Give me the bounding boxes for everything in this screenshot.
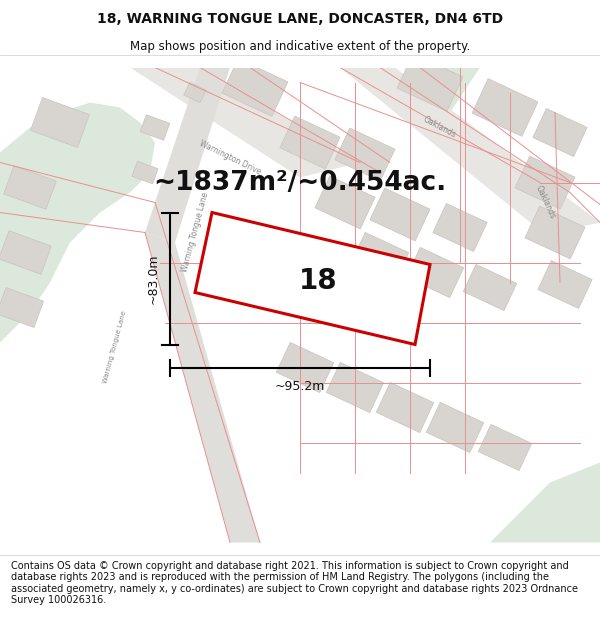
Text: ~1837m²/~0.454ac.: ~1837m²/~0.454ac. — [154, 169, 446, 196]
Text: Warning Tongue Lane: Warning Tongue Lane — [103, 311, 128, 384]
Polygon shape — [463, 264, 517, 311]
Polygon shape — [276, 342, 334, 392]
Text: Warning Tongue Lane: Warning Tongue Lane — [180, 192, 210, 273]
Polygon shape — [140, 115, 170, 140]
Polygon shape — [395, 68, 480, 112]
Polygon shape — [280, 116, 340, 169]
Polygon shape — [326, 362, 384, 413]
Polygon shape — [490, 462, 600, 542]
Polygon shape — [376, 382, 434, 432]
Polygon shape — [195, 213, 430, 344]
Polygon shape — [315, 176, 375, 229]
Polygon shape — [406, 248, 464, 298]
Polygon shape — [397, 54, 463, 111]
Text: Warnington Drive: Warnington Drive — [198, 139, 262, 176]
Polygon shape — [4, 166, 56, 209]
Polygon shape — [184, 82, 206, 102]
Polygon shape — [478, 424, 532, 471]
Polygon shape — [515, 156, 575, 209]
Polygon shape — [132, 161, 158, 184]
Polygon shape — [335, 128, 395, 181]
Text: 18: 18 — [299, 266, 337, 294]
Polygon shape — [370, 188, 430, 241]
Polygon shape — [0, 288, 44, 328]
Polygon shape — [0, 102, 155, 342]
Polygon shape — [533, 109, 587, 156]
Polygon shape — [340, 68, 600, 234]
Text: Map shows position and indicative extent of the property.: Map shows position and indicative extent… — [130, 39, 470, 52]
Polygon shape — [525, 206, 585, 259]
Text: Oaklands: Oaklands — [533, 184, 557, 221]
Polygon shape — [145, 232, 260, 542]
Text: Contains OS data © Crown copyright and database right 2021. This information is : Contains OS data © Crown copyright and d… — [11, 561, 578, 606]
Text: 18, WARNING TONGUE LANE, DONCASTER, DN4 6TD: 18, WARNING TONGUE LANE, DONCASTER, DN4 … — [97, 12, 503, 26]
Polygon shape — [31, 98, 89, 148]
Polygon shape — [472, 79, 538, 136]
Text: ~83.0m: ~83.0m — [147, 253, 160, 304]
Polygon shape — [351, 232, 409, 282]
Polygon shape — [0, 231, 51, 274]
Polygon shape — [222, 59, 288, 116]
Polygon shape — [433, 204, 487, 251]
Polygon shape — [145, 68, 230, 243]
Polygon shape — [130, 68, 360, 178]
Text: ~95.2m: ~95.2m — [275, 379, 325, 392]
Text: Oaklands: Oaklands — [422, 115, 458, 140]
Polygon shape — [426, 402, 484, 452]
Polygon shape — [538, 261, 592, 309]
